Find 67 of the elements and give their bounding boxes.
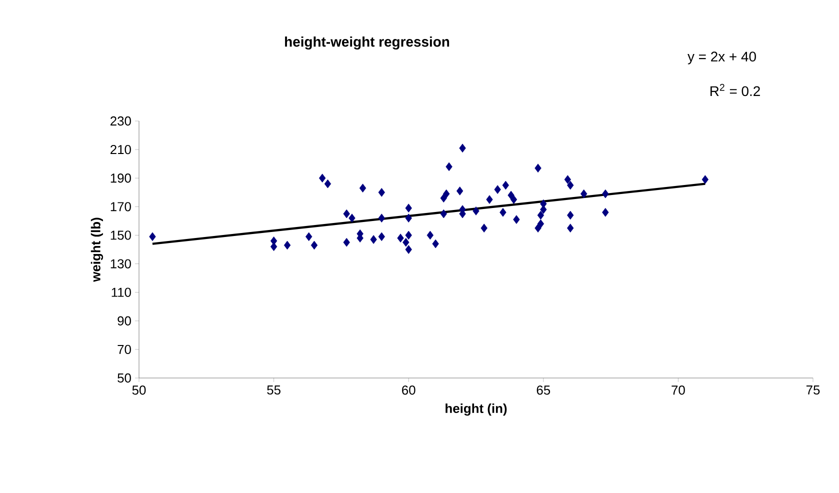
- point: [405, 245, 412, 254]
- y-tick-label: 150: [110, 230, 131, 240]
- point: [378, 188, 385, 197]
- point: [534, 224, 542, 232]
- x-axis-title: height (in): [446, 404, 507, 416]
- x-tick-label: 70: [672, 386, 685, 395]
- point: [564, 175, 572, 184]
- point: [502, 180, 510, 190]
- point: [500, 208, 506, 217]
- y-tick-label: 190: [110, 174, 131, 183]
- point: [426, 230, 434, 240]
- point: [405, 230, 412, 240]
- text: y = 2x + 40: [688, 52, 756, 64]
- point: [378, 232, 385, 242]
- x-tick-label: 50: [132, 386, 146, 395]
- point: [343, 209, 350, 218]
- y-tick-label: 230: [110, 116, 131, 126]
- text: R$^{2}$ = 0.2: [710, 84, 760, 96]
- point: [567, 180, 574, 190]
- point: [324, 179, 332, 188]
- point: [456, 186, 464, 196]
- point: [318, 174, 326, 183]
- x-tick-label: 65: [536, 386, 550, 395]
- y-tick-label: 130: [110, 259, 131, 268]
- x-tick-label: 60: [402, 386, 416, 395]
- point: [370, 235, 377, 244]
- y-tick-label: 110: [112, 288, 131, 297]
- point: [567, 224, 574, 232]
- point: [348, 214, 356, 222]
- y-tick-label: 170: [110, 202, 131, 212]
- x-tick-label: 75: [806, 386, 820, 395]
- point: [480, 224, 488, 232]
- point: [284, 240, 291, 250]
- point: [459, 144, 466, 153]
- x-tick-label: 55: [267, 386, 280, 395]
- point: [534, 164, 542, 173]
- point: [343, 238, 350, 247]
- point: [472, 206, 480, 216]
- chart-title: height-weight regression: [285, 36, 450, 50]
- point: [378, 214, 385, 222]
- point: [494, 185, 501, 194]
- y-tick-label: 210: [110, 144, 131, 154]
- y-tick-label: 70: [118, 344, 131, 354]
- point: [567, 210, 574, 220]
- point: [602, 208, 609, 217]
- point: [402, 238, 410, 247]
- y-tick-label: 90: [118, 316, 131, 326]
- point: [537, 210, 544, 220]
- point: [310, 240, 318, 250]
- point: [486, 195, 493, 204]
- y-tick-label: 50: [118, 373, 131, 383]
- point: [580, 189, 588, 198]
- point: [149, 232, 156, 242]
- point: [602, 189, 609, 198]
- point: [510, 195, 518, 204]
- point: [397, 234, 404, 242]
- point: [702, 175, 709, 184]
- point: [440, 209, 447, 218]
- point: [405, 204, 412, 212]
- point: [359, 184, 366, 193]
- point: [446, 162, 452, 172]
- y-axis-title: weight (lb): [90, 218, 104, 282]
- point: [405, 214, 412, 222]
- point: [432, 239, 439, 248]
- point: [513, 215, 520, 224]
- point: [443, 189, 450, 198]
- point: [306, 232, 312, 242]
